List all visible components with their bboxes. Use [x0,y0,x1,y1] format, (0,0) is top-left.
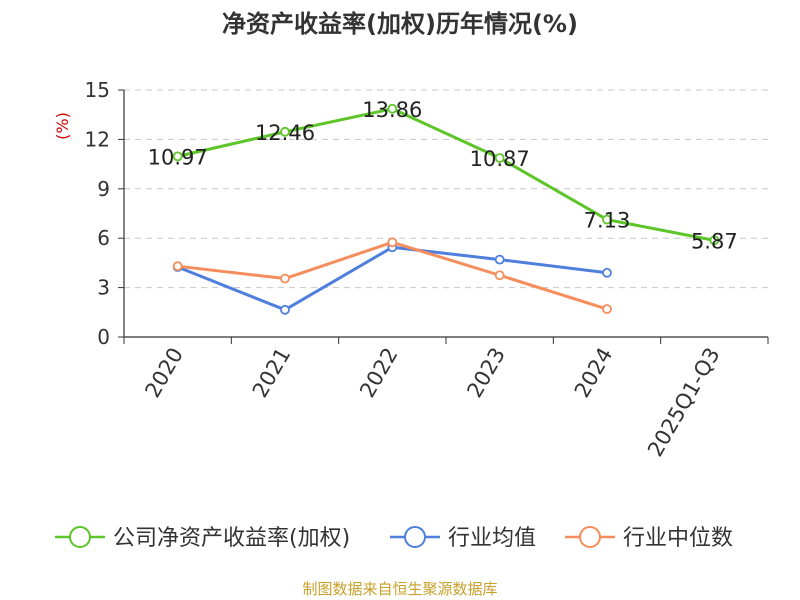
y-tick-label: 0 [97,325,110,349]
legend-swatch-marker [404,526,426,548]
y-tick-label: 9 [97,177,110,201]
x-tick-label: 2022 [355,344,403,402]
series-2-point-3 [494,270,505,281]
data-label: 5.87 [691,229,738,253]
series-line-2 [177,240,608,311]
data-label: 13.86 [362,98,422,122]
legend-swatch-marker [579,526,601,548]
grid-lines [124,89,768,289]
source-note: 制图数据来自恒生聚源数据库 [302,580,497,598]
series-layer [172,103,720,315]
data-label: 10.87 [470,147,530,171]
series-2-point-0 [172,261,183,272]
y-tick-label: 6 [97,226,110,250]
legend-label: 行业中位数 [623,526,733,551]
legend-label: 公司净资产收益率(加权) [113,526,350,551]
x-tick-label: 2025Q1-Q3 [643,344,725,461]
series-0-point-5 [709,235,720,246]
series-2-point-2 [387,237,398,248]
series-1-point-3 [494,254,505,265]
x-tick-label: 2020 [140,344,188,402]
series-line-0 [177,107,715,242]
y-axis-label: (%) [53,112,72,140]
y-tick-label: 3 [97,276,110,300]
series-0-point-4 [602,214,612,225]
data-label: 12.46 [255,121,315,145]
series-1-point-4 [602,267,612,278]
series-0-point-2 [387,103,398,114]
data-label: 10.97 [148,145,208,169]
x-tick-label: 2023 [462,343,510,401]
series-line-1 [177,245,608,312]
series-0-point-1 [280,126,290,137]
series-0-point-3 [494,153,505,163]
series-1-point-1 [280,304,290,315]
data-labels: 10.97 12.46 13.86 10.87 7.13 5.87 [148,98,738,254]
x-tick-label: 2021 [248,344,296,402]
y-tick-label: 12 [85,127,110,151]
legend-swatch-marker [69,526,91,548]
x-tick-label: 2024 [570,344,618,402]
data-label: 7.13 [584,209,631,233]
legend-label: 行业均值 [448,526,536,551]
y-tick-label: 15 [85,78,110,102]
series-0-point-0 [172,151,183,162]
series-2-point-4 [602,304,612,314]
chart-title: 净资产收益率(加权)历年情况(%) [222,10,578,38]
series-2-point-1 [280,273,290,284]
legend: 公司净资产收益率(加权) 行业均值 行业中位数 [55,526,733,551]
